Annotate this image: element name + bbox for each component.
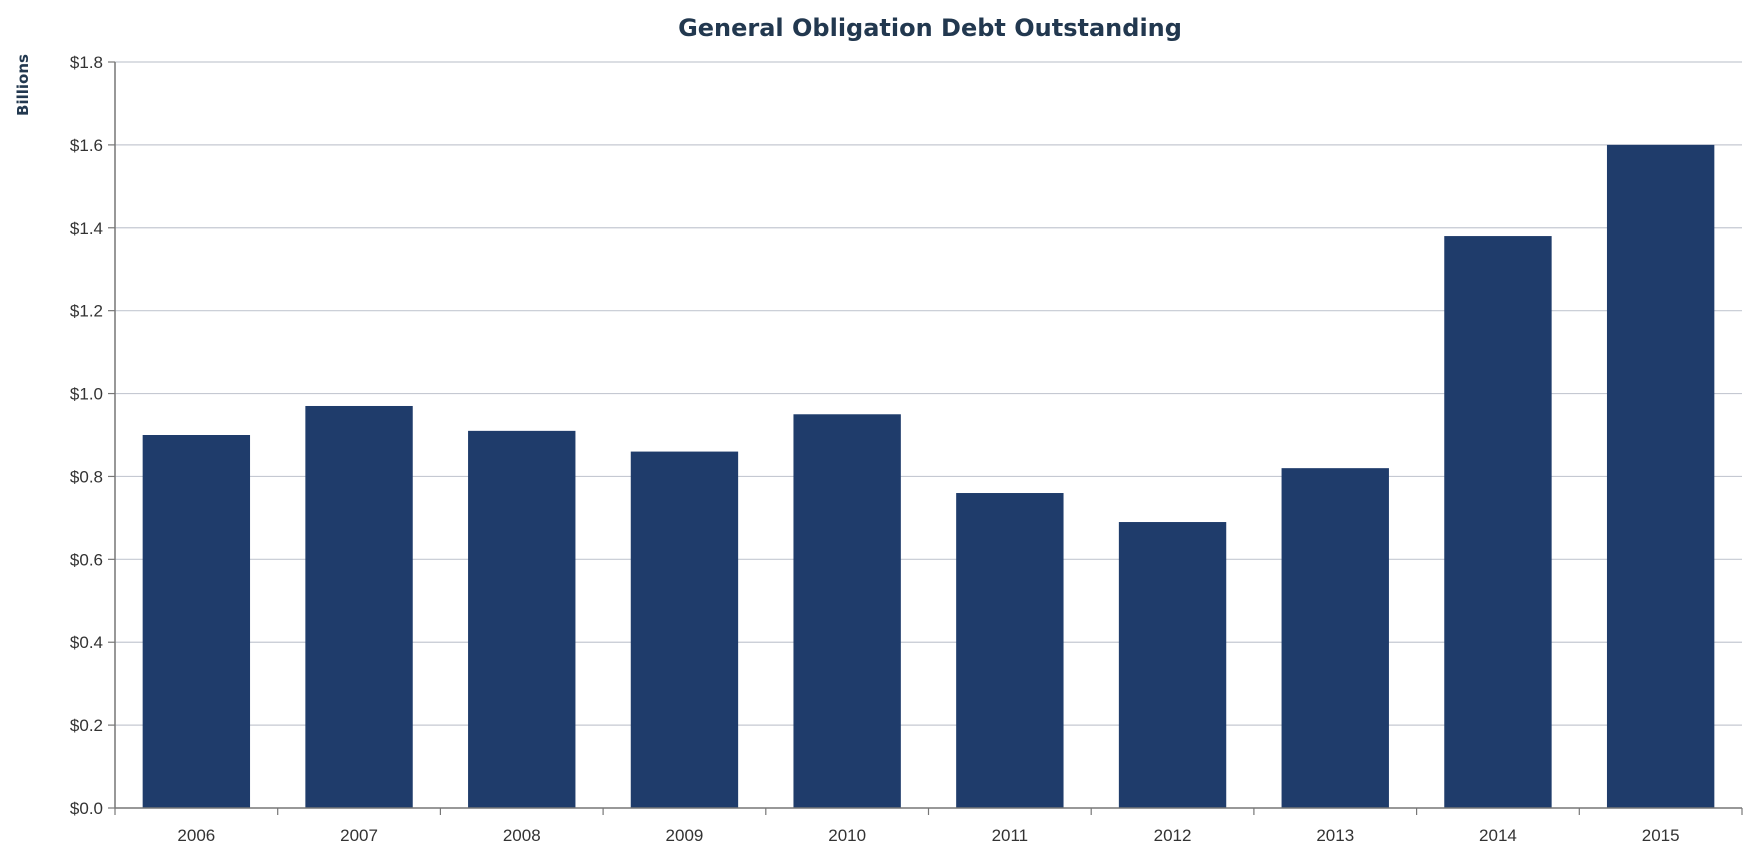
y-axis-label: Billions [14,54,32,116]
bar-2015 [1606,144,1715,808]
y-tick-label: $1.4 [70,219,103,238]
x-tick-label: 2006 [177,826,215,845]
bars [142,144,1715,809]
y-tick-label: $1.2 [70,302,103,321]
y-tick-label: $0.4 [70,633,103,652]
y-tick-label: $1.8 [70,53,103,72]
bar-2007 [305,405,413,808]
x-tick-label: 2009 [666,826,704,845]
x-tick-label: 2013 [1316,826,1354,845]
bar-2009 [630,451,739,808]
bar-2014 [1444,236,1552,809]
x-tick-label: 2014 [1479,826,1517,845]
axes [114,62,1742,809]
y-tick-label: $0.6 [70,550,103,569]
y-tick-label: $0.8 [70,467,103,486]
x-tick-label: 2015 [1642,826,1680,845]
y-tick-label: $0.0 [70,799,103,818]
bar-2010 [793,414,901,808]
y-tick-label: $1.6 [70,136,103,155]
x-tick-label: 2012 [1154,826,1192,845]
chart-title: General Obligation Debt Outstanding [678,14,1182,42]
x-tick-label: 2007 [340,826,378,845]
bar-2006 [142,435,251,808]
bar-2011 [956,493,1064,808]
bar-2008 [468,430,576,808]
x-axis-ticks: 2006 2007 2008 2009 2010 2011 2012 2013 2014 2015 [114,808,1743,845]
bar-2012 [1118,522,1227,808]
x-tick-label: 2011 [992,826,1029,845]
y-tick-label: $1.0 [70,385,103,404]
x-tick-label: 2010 [828,826,866,845]
bar-2013 [1281,468,1389,808]
x-tick-label: 2008 [503,826,541,845]
y-tick-label: $0.2 [70,716,103,735]
y-axis-ticks: $0.0 $0.2 $0.4 $0.6 $0.8 $1.0 $1.2 $1.4 $1.6 $1.8 [70,53,115,818]
